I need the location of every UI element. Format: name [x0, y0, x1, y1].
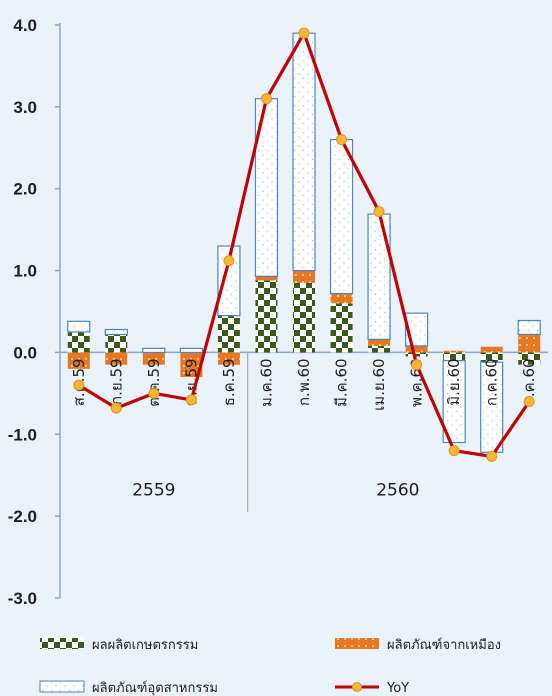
bar-mining — [105, 352, 128, 365]
bar-industry — [67, 320, 91, 333]
bar-mining — [180, 352, 203, 377]
legend: ผลผลิตเกษตรกรรม ผลิตภัณฑ์จากเหมืองผลิตภัณ… — [39, 637, 501, 696]
yoy-point — [336, 134, 348, 146]
yoy-point — [411, 359, 423, 371]
category-label: เม.ย.60 — [370, 358, 388, 410]
yoy-point — [260, 93, 272, 105]
bar-industry — [517, 319, 541, 336]
y-tick-label: -1.0 — [8, 425, 37, 444]
category-label: ม.ค.60 — [257, 358, 275, 407]
category-label: มี.ค.60 — [333, 358, 351, 407]
bar-mining — [330, 293, 353, 304]
bar-agri — [330, 303, 353, 353]
yoy-point — [523, 396, 535, 408]
bar-agri — [105, 334, 128, 353]
group-label: 2559 — [132, 481, 175, 501]
yoy-point — [298, 27, 310, 39]
yoy-point — [448, 445, 460, 457]
category-label: ธ.ค.59 — [220, 358, 238, 406]
category-label: มิ.ย.60 — [445, 358, 463, 405]
legend-label: ผลิตภัณฑ์จากเหมือง — [387, 637, 501, 653]
bar-agri — [480, 352, 503, 363]
category-label: ส.ค.60 — [520, 358, 538, 406]
bar-industry — [329, 139, 354, 295]
group-label: 2560 — [376, 481, 419, 501]
bar-mining — [480, 346, 503, 353]
legend-label: YoY — [386, 681, 409, 696]
yoy-point — [110, 402, 122, 414]
bars — [67, 32, 541, 453]
bar-agri — [518, 352, 541, 365]
bar-mining — [368, 339, 391, 346]
bar-agri — [255, 280, 278, 353]
y-tick-label: 3.0 — [13, 98, 37, 117]
category-label: ก.ค.60 — [483, 358, 501, 406]
bar-mining — [142, 352, 165, 365]
bar-agri — [368, 345, 391, 353]
y-tick-label: 2.0 — [13, 180, 37, 199]
bar-agri — [217, 315, 240, 353]
legend-label: ผลิตภัณฑ์อุตสาหกรรม — [92, 680, 218, 696]
yoy-line-layer — [73, 27, 535, 462]
yoy-point — [223, 255, 235, 267]
category-labels: ส.ค.59ก.ย.59ต.ค.59พ.ย.59ธ.ค.59ม.ค.60ก.พ.… — [70, 358, 538, 410]
legend-swatch-mining — [335, 638, 379, 649]
bar-industry — [142, 347, 166, 354]
bar-agri — [443, 352, 466, 361]
bar-mining — [405, 345, 428, 353]
y-tick-label: -2.0 — [8, 507, 37, 526]
bar-industry — [179, 347, 203, 354]
yoy-point — [373, 206, 385, 218]
category-label: ก.ย.59 — [107, 358, 125, 405]
bar-mining — [293, 270, 315, 283]
bar-agri — [405, 352, 428, 357]
bar-mining — [217, 352, 240, 365]
yoy-point — [486, 450, 498, 462]
yoy-point — [73, 379, 85, 391]
legend-marker-yoy — [352, 682, 362, 692]
yoy-point — [185, 394, 197, 406]
y-tick-label: 0.0 — [13, 343, 37, 362]
bar-industry — [217, 245, 241, 317]
bar-mining — [443, 350, 466, 353]
bar-mining — [255, 276, 278, 281]
legend-label: ผลผลิตเกษตรกรรม — [92, 638, 198, 653]
legend-swatch-agri — [40, 638, 84, 649]
category-label: ต.ค.59 — [145, 358, 163, 406]
axes: 4.0 3.0 2.0 1.0 0.0 -1.0 -2.0 -3.0 2559 2560 — [8, 16, 548, 608]
bar-agri — [67, 331, 90, 353]
bar-industry — [104, 328, 128, 336]
bar-industry — [292, 32, 316, 272]
bar-mining — [518, 334, 541, 353]
bar-mining — [67, 352, 90, 369]
y-tick-label: 4.0 — [13, 16, 37, 35]
category-label: พ.ค.60 — [408, 358, 426, 407]
bar-agri — [293, 282, 315, 353]
y-tick-label: -3.0 — [8, 589, 37, 608]
legend-swatch-industry — [39, 680, 85, 693]
yoy-point — [148, 387, 160, 399]
y-tick-label: 1.0 — [13, 262, 37, 281]
bar-industry — [367, 213, 391, 340]
bar-industry — [442, 360, 466, 444]
category-label: พ.ย.59 — [182, 358, 200, 405]
category-label: ก.พ.60 — [295, 358, 313, 406]
